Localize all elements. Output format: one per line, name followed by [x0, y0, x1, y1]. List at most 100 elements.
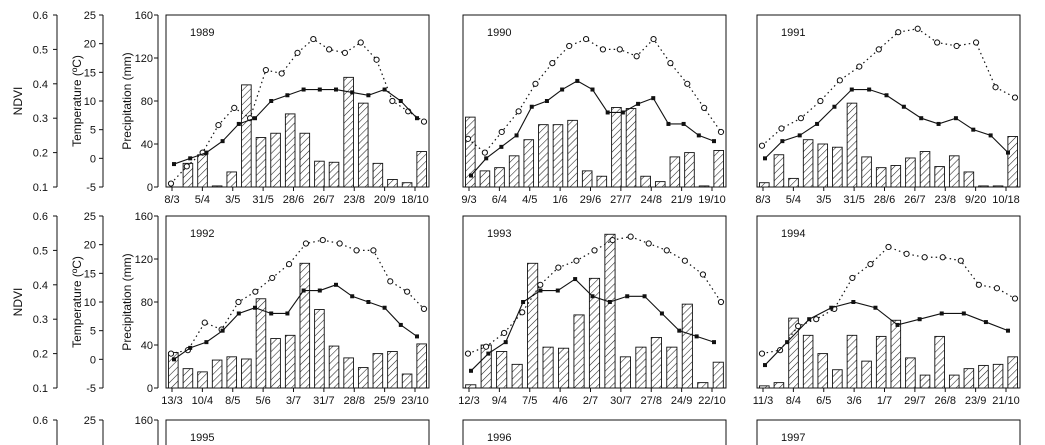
- ndvi-point: [627, 233, 634, 240]
- temperature-point: [334, 87, 338, 92]
- precip-bar: [619, 356, 631, 389]
- precipitation-tick-label: 120: [135, 53, 153, 65]
- ndvi-point: [795, 322, 802, 330]
- temperature-point: [620, 110, 625, 115]
- x-tick-label: 9/3: [461, 194, 476, 206]
- precip-bar: [197, 154, 208, 188]
- ndvi-point: [992, 84, 999, 91]
- ndvi-point: [699, 271, 707, 278]
- precip-bar: [596, 175, 608, 188]
- precipitation-tick-label: 80: [141, 96, 153, 108]
- panel-year-label: 1989: [190, 27, 214, 39]
- precipitation-axis-title: Precipitation (mm): [120, 253, 134, 350]
- precip-bar: [387, 351, 398, 389]
- temperature-point: [829, 305, 834, 310]
- precip-bar: [846, 334, 858, 389]
- temperature-point: [269, 311, 274, 316]
- ndvi-tick-label: 0.4: [33, 79, 48, 91]
- precip-bar: [401, 373, 413, 389]
- precip-bar: [650, 337, 662, 389]
- ndvi-tick-label: 0.2: [33, 349, 48, 361]
- panel-year-label: 1990: [487, 27, 511, 39]
- temperature-tick-label: 5: [90, 125, 96, 137]
- temperature-series-line: [173, 88, 418, 165]
- ndvi-point: [231, 104, 238, 111]
- temperature-point: [939, 311, 944, 316]
- temperature-point: [188, 156, 193, 161]
- temperature-point: [988, 133, 993, 138]
- temperature-point: [253, 305, 257, 310]
- x-tick-label: 3/5: [816, 194, 831, 206]
- temperature-point: [919, 116, 924, 121]
- precip-bar: [182, 368, 194, 389]
- temperature-tick-label: 25: [84, 10, 96, 22]
- precip-bar: [299, 132, 311, 188]
- ndvi-point: [464, 350, 472, 357]
- ndvi-point: [895, 29, 902, 36]
- precip-bar: [416, 343, 427, 389]
- precip-bar: [773, 154, 785, 188]
- precip-bar: [372, 353, 384, 389]
- temperature-tick-label: 0: [90, 354, 96, 366]
- ndvi-point: [934, 39, 941, 46]
- ndvi-point: [875, 46, 882, 53]
- x-tick-label: 26/7: [313, 194, 334, 206]
- temperature-point: [832, 104, 837, 109]
- temperature-point: [538, 288, 543, 293]
- precip-bar: [773, 382, 785, 389]
- x-tick-label: 26/8: [935, 395, 956, 407]
- temperature-point: [1006, 150, 1010, 155]
- precip-bar: [875, 335, 887, 389]
- precip-bar: [479, 170, 491, 188]
- precip-bar: [416, 151, 427, 188]
- temperature-point: [172, 162, 176, 167]
- temperature-tick-label: 25: [84, 211, 96, 223]
- temperature-point: [867, 87, 872, 92]
- precip-bar: [625, 108, 637, 188]
- precip-bar: [343, 357, 354, 389]
- ndvi-point: [591, 247, 598, 254]
- temperature-tick-label: 5: [90, 326, 96, 338]
- ndvi-point: [183, 163, 190, 170]
- x-tick-label: 11/3: [753, 395, 774, 407]
- ndvi-series-line: [467, 38, 722, 154]
- temperature-point: [712, 340, 716, 345]
- ndvi-series-line: [761, 246, 1016, 355]
- ndvi-point: [1011, 94, 1019, 101]
- ndvi-point: [532, 80, 539, 87]
- precip-bar: [211, 359, 223, 389]
- ndvi-point: [797, 115, 805, 122]
- ndvi-point: [262, 66, 269, 74]
- precip-bar: [241, 84, 252, 188]
- ndvi-point: [167, 350, 175, 357]
- ndvi-series-line: [761, 28, 1016, 147]
- ndvi-point: [856, 63, 863, 70]
- precip-bar: [328, 161, 340, 188]
- ndvi-point: [582, 35, 590, 43]
- temperature-point: [785, 340, 790, 345]
- temperature-series-line: [173, 284, 418, 360]
- temperature-point: [642, 294, 647, 299]
- precip-bar: [890, 165, 902, 188]
- panel-year-label: 1995: [190, 432, 214, 444]
- ndvi-point: [717, 298, 725, 306]
- x-tick-label: 1/6: [552, 194, 567, 206]
- x-tick-label: 28/8: [344, 395, 365, 407]
- panel-year-label: 1996: [487, 432, 511, 444]
- precip-bar: [861, 156, 872, 188]
- precip-bar: [343, 76, 354, 188]
- precip-bar: [905, 157, 916, 188]
- ndvi-point: [310, 35, 317, 43]
- ndvi-tick-label: 0.5: [33, 44, 48, 56]
- precip-bar: [654, 181, 666, 188]
- panel-frame: [165, 215, 430, 389]
- ndvi-point: [294, 49, 301, 56]
- ndvi-point: [616, 46, 623, 53]
- x-tick-label: 9/20: [965, 194, 986, 206]
- row-axes-3: 0.6 25 160: [33, 415, 159, 445]
- ndvi-point: [336, 240, 343, 247]
- temperature-point: [712, 139, 716, 144]
- temperature-point: [901, 104, 906, 109]
- ndvi-tick-label: 0.1: [33, 383, 48, 395]
- precip-bar: [604, 233, 616, 389]
